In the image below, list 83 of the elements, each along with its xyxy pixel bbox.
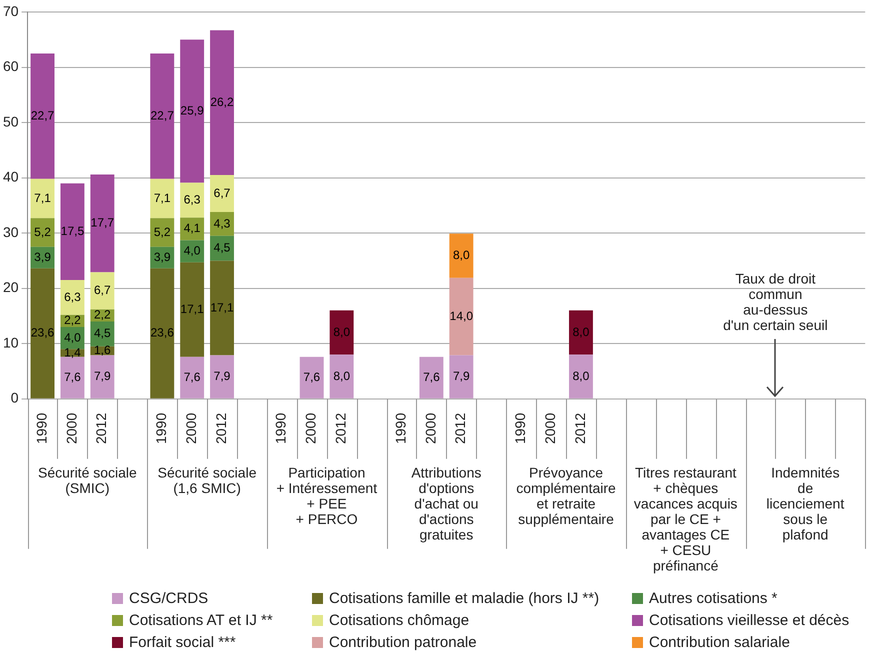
y-tick-label: 60 (2, 58, 19, 74)
x-tick-label: 2000 (63, 412, 80, 444)
legend-label: CSG/CRDS (129, 590, 208, 607)
x-tick-label: 2012 (572, 412, 588, 444)
data-label: 8,0 (333, 324, 350, 339)
y-tick-label: 30 (2, 224, 19, 240)
x-tick-label: 2012 (93, 412, 110, 444)
data-label: 8,0 (572, 324, 590, 339)
data-label: 17,5 (60, 224, 84, 238)
data-label: 7,9 (452, 369, 470, 384)
annotation: Taux de droit commun au-dessus d'un certain seuil (723, 270, 828, 334)
data-label: 4,0 (64, 330, 82, 344)
data-label: 1,6 (94, 343, 112, 358)
data-label: 1,4 (64, 345, 82, 360)
data-label: 26,2 (210, 94, 234, 109)
data-label: 17,1 (180, 302, 204, 316)
data-label: 7,6 (423, 370, 440, 384)
text: Indemnités de licenciement sous le plafond (766, 464, 844, 543)
data-label: 23,6 (30, 326, 55, 340)
x-tick-label: 1990 (392, 412, 408, 444)
data-label: 4,3 (214, 216, 231, 230)
text: Titres restaurant + chèques vacances acquis par le CE + avantages CE + CESU préfinancé (634, 464, 738, 574)
x-tick-label: 2000 (302, 412, 319, 444)
data-label: 8,0 (333, 368, 350, 383)
x-tick-label: 2012 (332, 412, 349, 444)
data-label: 7,6 (64, 370, 82, 384)
x-tick-label: 1990 (33, 412, 50, 444)
x-tick-label: 2000 (542, 412, 558, 444)
x-tick-label: 2012 (212, 412, 229, 444)
data-label: 2,2 (64, 313, 82, 328)
data-label: 3,9 (154, 250, 171, 264)
data-label: 23,6 (150, 326, 174, 340)
y-tick-label: 50 (2, 113, 19, 130)
x-tick-label: 2000 (422, 412, 438, 444)
legend-label: Autres cotisations * (649, 590, 778, 607)
data-label: 22,7 (30, 108, 55, 122)
text: Sécurité sociale (SMIC) (38, 464, 138, 496)
legend-label: Cotisations famille et maladie (hors IJ **) (329, 590, 600, 607)
x-tick-label: 2012 (452, 412, 468, 444)
data-label: 14,0 (450, 308, 474, 323)
data-label: 7,1 (34, 190, 52, 205)
data-label: 5,2 (34, 224, 52, 239)
data-label: 4,5 (214, 240, 231, 255)
y-tick-label: 70 (2, 2, 19, 19)
data-label: 17,1 (210, 300, 234, 314)
data-label: 3,9 (34, 250, 52, 264)
y-tick-label: 10 (2, 334, 19, 350)
data-label: 6,3 (64, 290, 82, 304)
data-label: 7,9 (94, 369, 112, 384)
data-label: 7,6 (184, 370, 201, 384)
legend-label: Cotisations vieillesse et décès (649, 612, 850, 629)
data-label: 6,3 (184, 192, 201, 206)
legend-label: Cotisations AT et IJ ** (129, 612, 273, 629)
data-label: 6,7 (94, 283, 112, 298)
data-label: 7,1 (154, 190, 171, 205)
data-label: 22,7 (150, 108, 174, 122)
text: Prévoyance complémentaire et retraite supplémentaire (516, 464, 616, 528)
data-label: 8,0 (452, 248, 470, 262)
legend-label: Contribution patronale (329, 634, 477, 651)
x-tick-label: 1990 (272, 412, 289, 444)
text: Participation + Intéressement + PEE + PERCO (276, 464, 378, 528)
data-label: 25,9 (180, 104, 204, 118)
y-tick-label: 20 (2, 279, 19, 296)
data-label: 2,2 (94, 308, 112, 322)
legend-label: Forfait social *** (129, 634, 236, 651)
data-label: 17,7 (90, 216, 114, 230)
data-label: 8,0 (572, 368, 590, 383)
data-label: 4,5 (94, 326, 112, 340)
legend-label: Contribution salariale (649, 634, 790, 651)
x-tick-label: 1990 (512, 412, 528, 444)
y-tick-label: 40 (2, 168, 19, 185)
data-label: 5,2 (154, 224, 171, 239)
data-label: 7,6 (303, 370, 320, 384)
y-tick-label: 0 (10, 390, 19, 406)
legend-label: Cotisations chômage (329, 612, 470, 629)
data-label: 6,7 (214, 186, 231, 200)
data-label: 4,0 (184, 244, 201, 258)
data-label: 4,1 (184, 221, 201, 236)
text: Attributions d'options d'achat ou d'actions gratuites (411, 464, 482, 543)
data-label: 7,9 (214, 369, 231, 384)
x-tick-label: 2000 (182, 412, 199, 444)
text: Sécurité sociale (1,6 SMIC) (158, 464, 257, 496)
x-tick-label: 1990 (153, 412, 170, 444)
